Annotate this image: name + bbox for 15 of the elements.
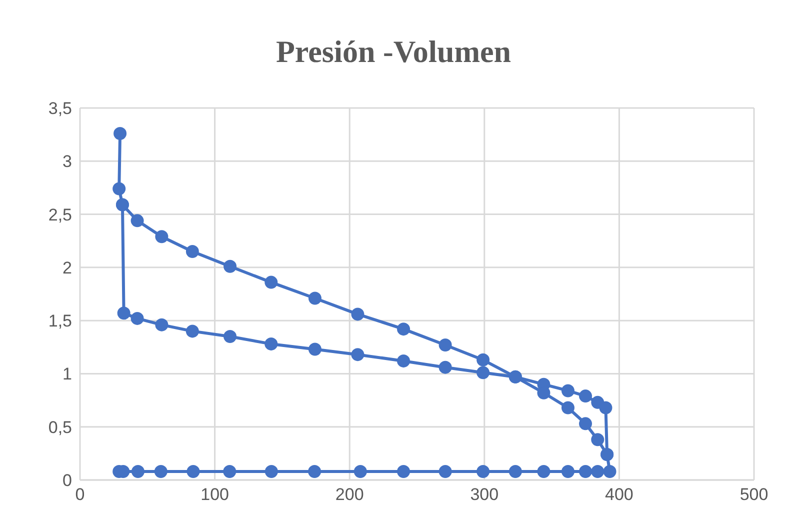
x-tick-label: 300 [470,485,499,504]
y-tick-label: 1,5 [48,312,72,331]
y-tick-label: 0,5 [48,418,72,437]
y-tick-label: 0 [62,471,72,490]
y-tick-label: 2 [62,258,72,278]
x-tick-label: 0 [75,485,85,504]
x-tick-label: 100 [200,485,229,504]
y-tick-label: 3 [62,152,72,172]
y-tick-label: 3,5 [48,99,72,118]
x-tick-label: 500 [740,485,768,504]
chart-title: Presión -Volumen [274,34,512,70]
x-tick-label: 200 [335,485,364,504]
y-tick-label: 2,5 [48,205,72,224]
x-tick-label: 400 [605,485,634,504]
y-tick-label: 1 [62,364,72,384]
